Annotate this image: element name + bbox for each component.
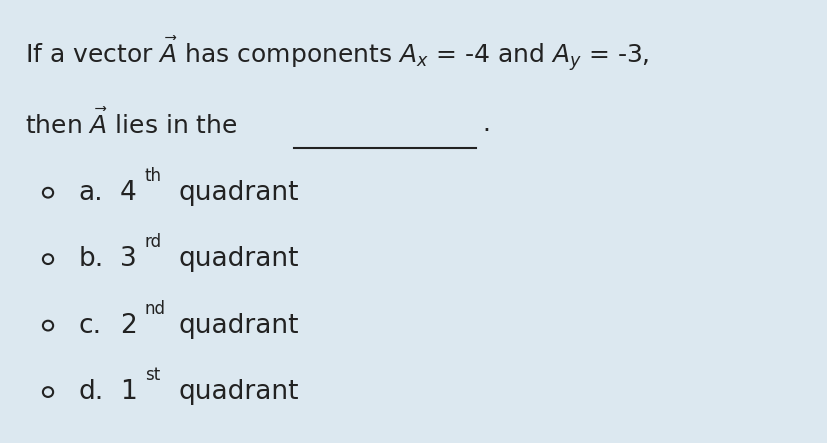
Text: 2: 2 xyxy=(120,313,136,338)
Text: st: st xyxy=(145,366,160,384)
Text: d.: d. xyxy=(79,379,103,405)
Text: c.: c. xyxy=(79,313,102,338)
Text: quadrant: quadrant xyxy=(178,379,299,405)
Text: If a vector $\vec{A}$ has components $A_x$ = -4 and $A_y$ = -3,: If a vector $\vec{A}$ has components $A_… xyxy=(25,34,648,73)
Text: 1: 1 xyxy=(120,379,136,405)
Text: quadrant: quadrant xyxy=(178,180,299,206)
Text: then $\vec{A}$ lies in the: then $\vec{A}$ lies in the xyxy=(25,109,238,139)
Text: rd: rd xyxy=(145,233,162,251)
Text: quadrant: quadrant xyxy=(178,246,299,272)
Text: th: th xyxy=(145,167,162,185)
Text: b.: b. xyxy=(79,246,103,272)
Text: 3: 3 xyxy=(120,246,136,272)
Text: 4: 4 xyxy=(120,180,136,206)
Text: .: . xyxy=(482,112,490,136)
Text: a.: a. xyxy=(79,180,103,206)
Text: nd: nd xyxy=(145,300,165,318)
Text: quadrant: quadrant xyxy=(178,313,299,338)
